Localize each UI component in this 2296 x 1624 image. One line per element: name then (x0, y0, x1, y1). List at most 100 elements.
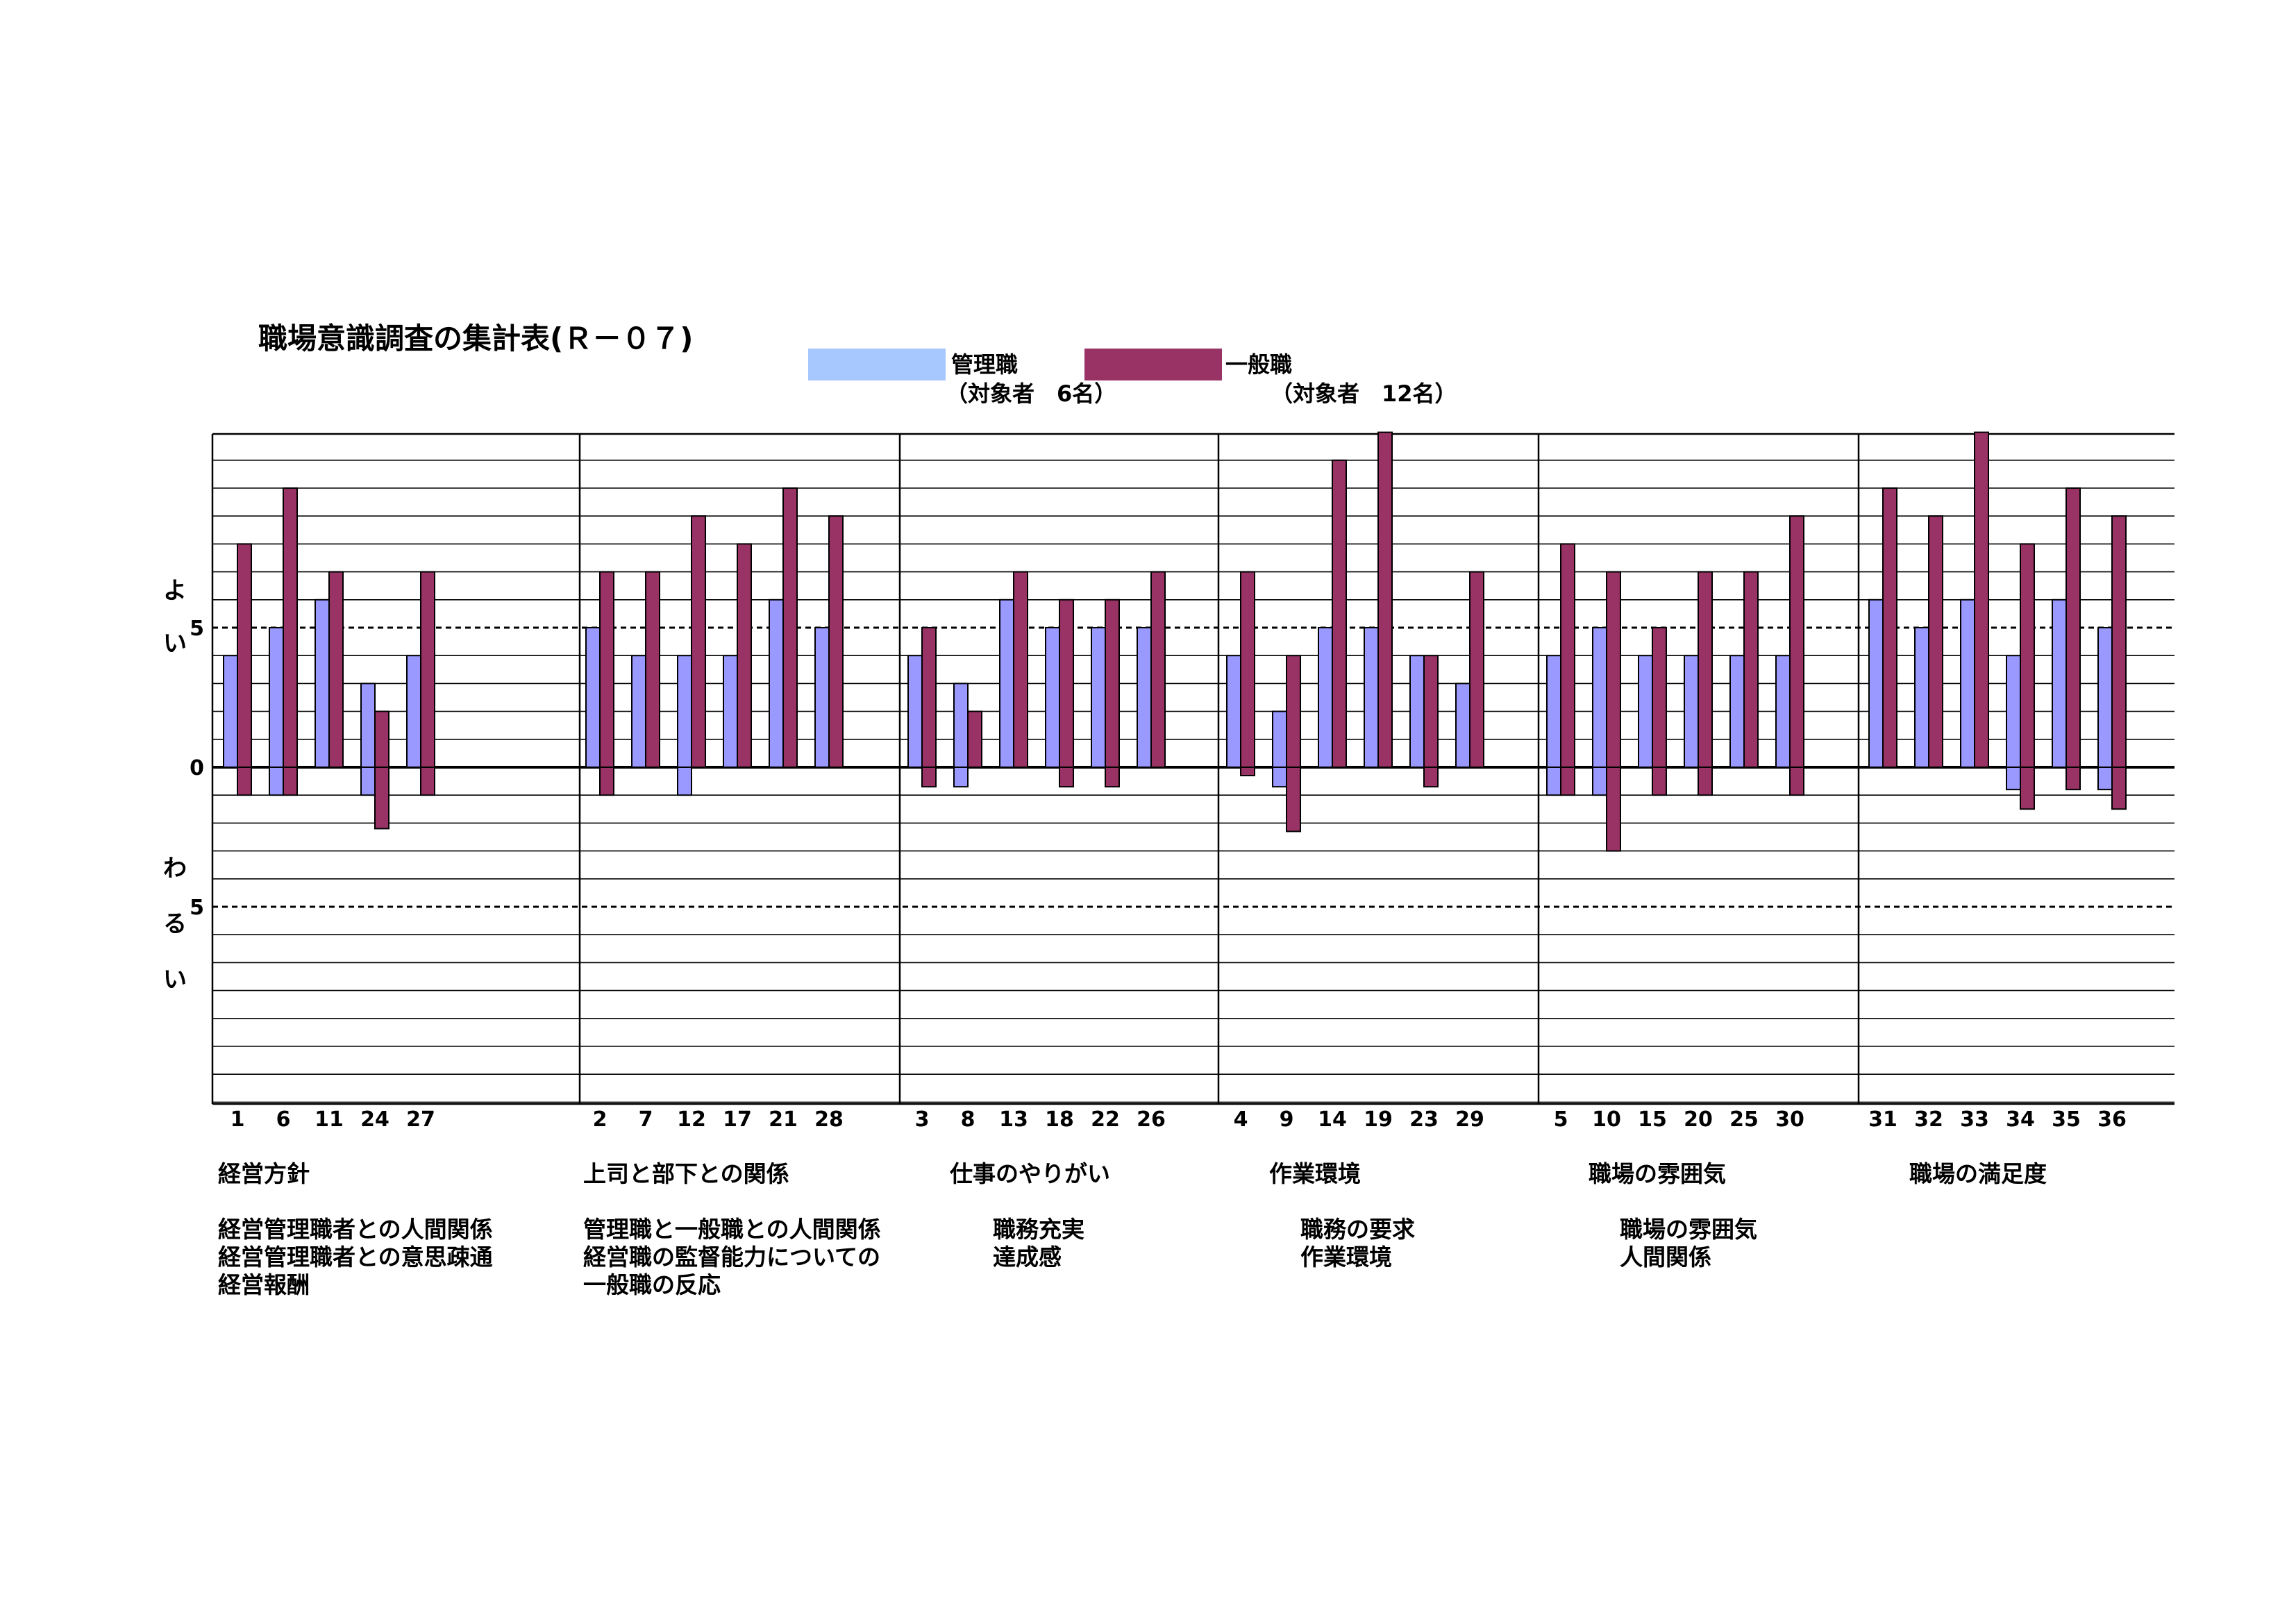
bar-general-neg-q15 (1652, 767, 1667, 796)
bar-general-neg-q3 (921, 767, 937, 788)
bar-manager-q21 (769, 598, 784, 768)
bar-manager-q33 (1960, 598, 1975, 768)
x-tick-label: 13 (999, 1107, 1028, 1132)
x-tick-label: 11 (315, 1107, 344, 1132)
legend: 管理職 （対象者 6名） 一般職 （対象者 12名） (808, 349, 1457, 407)
bar-general-q19 (1377, 431, 1393, 768)
bar-general-neg-q22 (1105, 767, 1120, 788)
bar-general-q5 (1560, 543, 1575, 769)
bar-general-q11 (328, 571, 344, 768)
bar-general-q14 (1332, 459, 1347, 768)
x-tick-label: 6 (276, 1107, 291, 1132)
bar-general-q27 (420, 571, 435, 768)
x-tick-label: 15 (1638, 1107, 1667, 1132)
bar-general-q35 (2065, 487, 2081, 768)
bar-general-q18 (1059, 598, 1074, 768)
category-label: 職場の雰囲気 (1589, 1160, 1726, 1187)
legend-swatch-general (1084, 349, 1222, 380)
legend-swatch-manager (808, 349, 946, 380)
bar-general-neg-q20 (1698, 767, 1713, 796)
x-tick-label: 14 (1318, 1107, 1347, 1132)
x-tick-label: 22 (1091, 1107, 1120, 1132)
category-description: 人間関係 (1620, 1244, 1711, 1271)
bar-general-neg-q6 (283, 767, 298, 796)
category-description: 経営報酬 (218, 1271, 310, 1298)
bar-general-q30 (1789, 515, 1804, 768)
x-tick-label: 25 (1729, 1107, 1759, 1132)
category-label: 仕事のやりがい (950, 1160, 1110, 1187)
bar-general-q34 (2020, 543, 2035, 769)
bar-manager-neg-q9 (1272, 767, 1287, 788)
bar-manager-neg-q10 (1592, 767, 1607, 796)
good-label-char-1: よ (163, 577, 187, 605)
category-description: 達成感 (993, 1244, 1062, 1271)
bar-manager-q25 (1729, 655, 1745, 769)
legend-note-manager: （対象者 6名） (946, 380, 1116, 407)
bar-general-q15 (1652, 627, 1667, 768)
category-description: 職務充実 (993, 1216, 1084, 1243)
x-tick-label: 10 (1592, 1107, 1621, 1132)
x-tick-label: 32 (1914, 1107, 1943, 1132)
bar-manager-q3 (907, 655, 923, 769)
bar-general-q12 (691, 515, 706, 768)
x-tick-label: 26 (1137, 1107, 1166, 1132)
good-label: よ い (163, 577, 187, 658)
bar-general-neg-q1 (237, 767, 252, 796)
bar-manager-q30 (1775, 655, 1791, 769)
chart-title: 職場意識調査の集計表(Ｒ－０７) (258, 321, 693, 355)
bar-manager-q17 (723, 655, 738, 769)
x-tick-label: 28 (814, 1107, 844, 1132)
bar-manager-q22 (1091, 627, 1106, 768)
bar-manager-q10 (1592, 627, 1607, 768)
bars (223, 431, 2127, 852)
bar-manager-q20 (1684, 655, 1699, 769)
bad-label-char-1: わ (163, 855, 187, 882)
category-label: 上司と部下との関係 (583, 1160, 789, 1187)
x-tick-label: 19 (1364, 1107, 1393, 1132)
bar-manager-q12 (677, 655, 692, 769)
bar-general-q8 (967, 710, 982, 768)
bar-general-q1 (237, 543, 252, 769)
bar-manager-q31 (1868, 598, 1884, 768)
bar-manager-q13 (999, 598, 1014, 768)
bar-manager-q32 (1914, 627, 1929, 768)
bar-manager-q1 (223, 655, 238, 769)
bar-general-neg-q30 (1789, 767, 1804, 796)
category-label: 作業環境 (1269, 1160, 1361, 1187)
bar-manager-q29 (1455, 683, 1470, 769)
bar-general-q6 (283, 487, 298, 768)
bar-general-neg-q35 (2065, 767, 2081, 791)
bad-label: わ る い (163, 855, 187, 994)
bar-general-neg-q18 (1059, 767, 1074, 788)
x-tick-label: 5 (1554, 1107, 1568, 1132)
category-description: 職場の雰囲気 (1620, 1216, 1757, 1243)
x-tick-label: 34 (2006, 1107, 2035, 1132)
bar-general-q13 (1013, 571, 1028, 768)
x-tick-label: 23 (1409, 1107, 1439, 1132)
category-description: 管理職と一般職との人間関係 (583, 1216, 881, 1243)
x-tick-label: 27 (406, 1107, 435, 1132)
x-tick-label: 1 (231, 1107, 245, 1132)
x-tick-label: 17 (723, 1107, 752, 1132)
legend-label-general: 一般職 (1225, 351, 1292, 378)
bar-manager-neg-q24 (360, 767, 376, 796)
bar-general-q23 (1423, 655, 1439, 769)
bar-manager-q15 (1638, 655, 1653, 769)
bar-general-q9 (1286, 655, 1301, 769)
bar-manager-neg-q8 (953, 767, 969, 788)
x-tick-label: 36 (2097, 1107, 2127, 1132)
bar-manager-q23 (1409, 655, 1425, 769)
y-tick-label: 5 (190, 896, 204, 920)
good-label-char-2: い (163, 630, 187, 658)
bar-manager-q5 (1546, 655, 1561, 769)
bad-label-char-2: る (163, 910, 187, 938)
bar-manager-q24 (360, 683, 376, 769)
x-tick-label: 33 (1960, 1107, 1989, 1132)
bar-general-neg-q36 (2111, 767, 2127, 810)
x-tick-label: 30 (1775, 1107, 1804, 1132)
bar-general-neg-q2 (599, 767, 614, 796)
bar-manager-q4 (1226, 655, 1241, 769)
x-tick-label: 29 (1455, 1107, 1484, 1132)
y-axis-ticks: 5 0 5 (190, 617, 204, 920)
